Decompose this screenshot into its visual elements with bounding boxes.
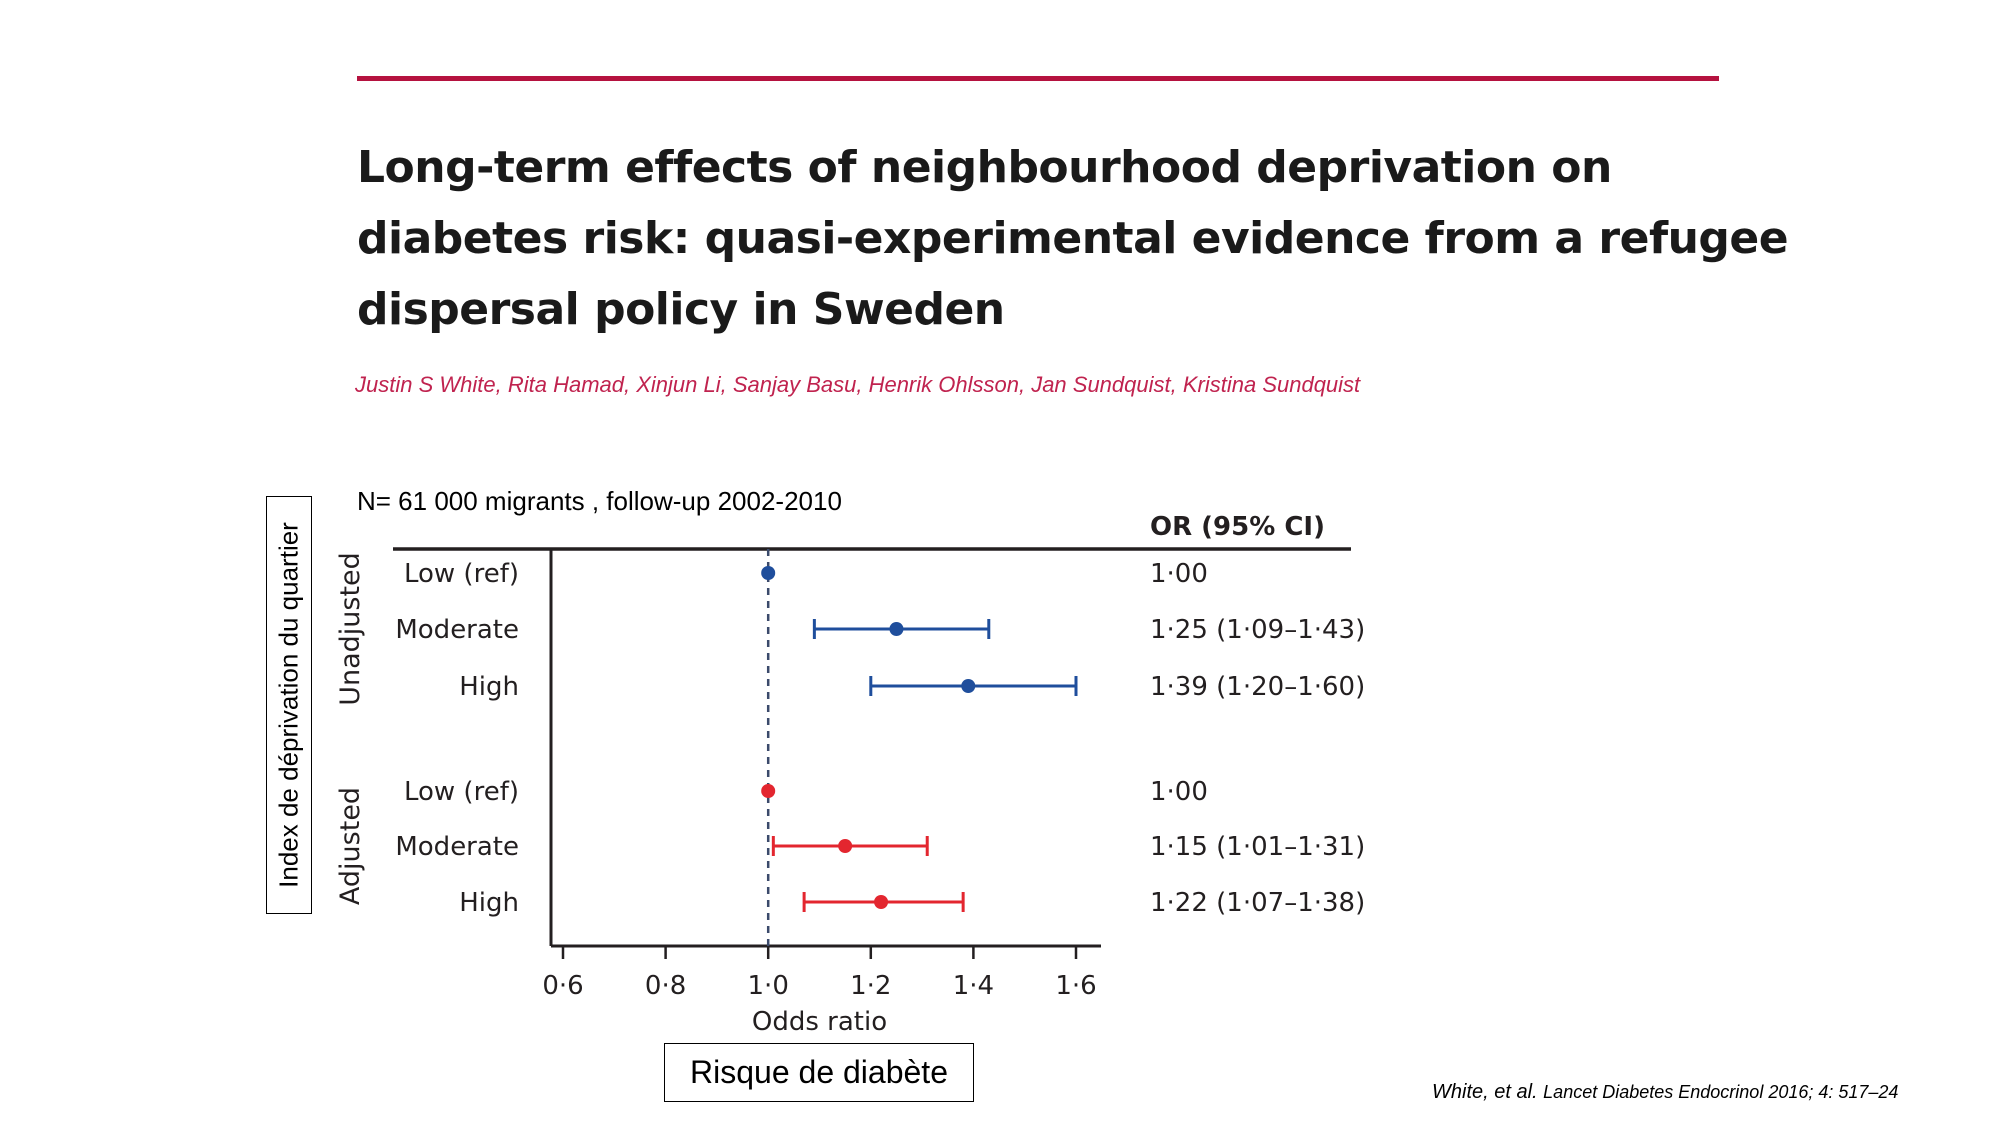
- or-value-label: 1·22 (1·07–1·38): [1150, 888, 1365, 918]
- point-estimate: [874, 895, 889, 909]
- x-tick-label: 1·2: [850, 971, 891, 1001]
- point-estimate: [838, 839, 853, 853]
- top-accent-rule: [357, 76, 1719, 81]
- citation-authors: White, et al.: [1432, 1081, 1538, 1103]
- x-tick-label: 1·4: [953, 971, 994, 1001]
- x-tick-label: 1·6: [1055, 971, 1096, 1001]
- or-column-header: OR (95% CI): [1150, 512, 1325, 542]
- x-annotation-box: Risque de diabète: [664, 1043, 974, 1102]
- point-estimate: [761, 566, 776, 580]
- or-value-label: 1·00: [1150, 559, 1208, 589]
- row-label: Moderate: [395, 832, 519, 862]
- group-label: Unadjusted: [335, 552, 366, 706]
- point-estimate: [889, 622, 904, 636]
- title-line-3: dispersal policy in Sweden: [357, 284, 1005, 335]
- row-label: High: [459, 888, 519, 918]
- x-tick-label: 0·6: [542, 971, 583, 1001]
- point-estimate: [761, 784, 776, 798]
- or-value-label: 1·39 (1·20–1·60): [1150, 672, 1365, 702]
- row-label: High: [459, 672, 519, 702]
- row-label: Low (ref): [404, 559, 519, 589]
- author-list: Justin S White, Rita Hamad, Xinjun Li, S…: [355, 372, 1361, 397]
- x-tick-label: 0·8: [645, 971, 686, 1001]
- x-tick-label: 1·0: [748, 971, 789, 1001]
- citation-journal: Lancet Diabetes Endocrinol 2016; 4: 517–…: [1543, 1082, 1899, 1102]
- point-estimate: [961, 679, 976, 693]
- y-annotation-box: Index de déprivation du quartier: [266, 496, 312, 914]
- sample-note: N= 61 000 migrants , follow-up 2002-2010: [357, 486, 842, 516]
- citation: White, et al. Lancet Diabetes Endocrinol…: [1432, 1081, 1898, 1104]
- title-line-1: Long-term effects of neighbourhood depri…: [357, 142, 1612, 193]
- title-line-2: diabetes risk: quasi-experimental eviden…: [357, 213, 1789, 264]
- article-title: Long-term effects of neighbourhood depri…: [357, 132, 1789, 345]
- or-value-label: 1·00: [1150, 777, 1208, 807]
- row-label: Moderate: [395, 615, 519, 645]
- or-value-label: 1·25 (1·09–1·43): [1150, 615, 1365, 645]
- group-label: Adjusted: [335, 787, 366, 905]
- row-label: Low (ref): [404, 777, 519, 807]
- or-value-label: 1·15 (1·01–1·31): [1150, 832, 1365, 862]
- x-axis-title: Odds ratio: [752, 1007, 887, 1037]
